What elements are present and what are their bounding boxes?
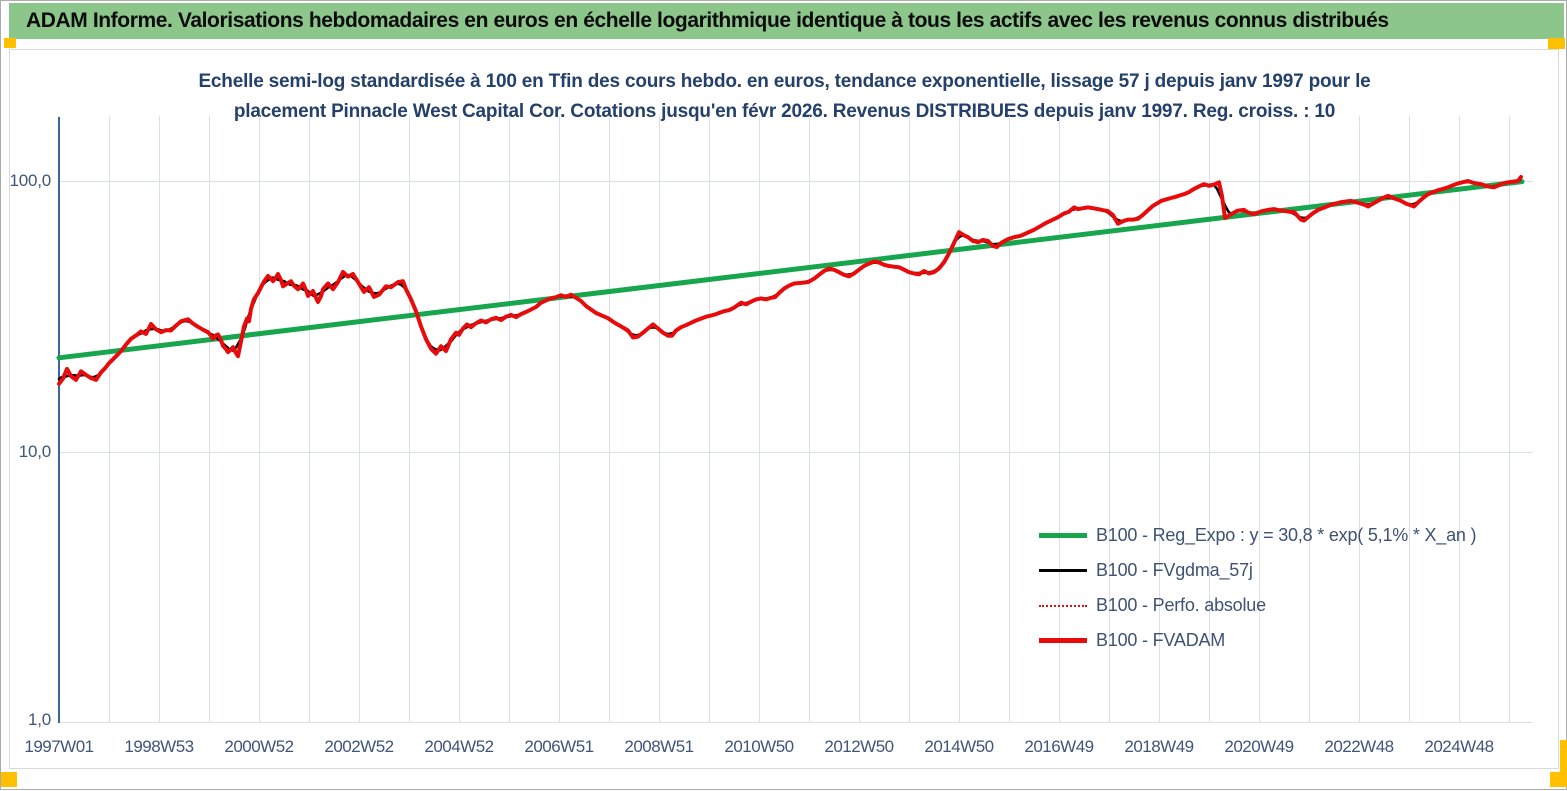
legend-item-perfo-absolue: B100 - Perfo. absolue — [1039, 588, 1476, 623]
legend-swatch-black-line-icon — [1039, 569, 1087, 572]
selection-handle-right-strip — [1560, 740, 1567, 787]
gridline-vertical — [859, 116, 860, 723]
gridline-horizontal — [59, 452, 1533, 453]
y-tick-100: 100,0 — [9, 171, 51, 190]
gridline-vertical — [109, 116, 110, 723]
legend-item-fvadam: B100 - FVADAM — [1039, 623, 1476, 658]
gridline-vertical — [809, 116, 810, 723]
selection-handle-top-left — [4, 38, 16, 48]
x-tick-1: 1998W53 — [124, 737, 194, 756]
x-tick-7: 2010W50 — [724, 737, 794, 756]
y-tick-1: 1,0 — [27, 710, 51, 729]
x-tick-12: 2020W49 — [1224, 737, 1294, 756]
gridline-vertical — [1159, 116, 1160, 723]
x-tick-13: 2022W48 — [1324, 737, 1394, 756]
legend-label-perfo-absolue: B100 - Perfo. absolue — [1096, 595, 1266, 615]
y-tick-10: 10,0 — [18, 442, 51, 461]
gridline-horizontal — [59, 181, 1533, 182]
legend-item-reg-expo: B100 - Reg_Expo : y = 30,8 * exp( 5,1% *… — [1039, 518, 1477, 553]
gridline-vertical — [1209, 116, 1210, 723]
chart-legend: B100 - Reg_Expo : y = 30,8 * exp( 5,1% *… — [1039, 518, 1477, 658]
gridline-vertical — [1009, 116, 1010, 723]
chart-title-line2: placement Pinnacle West Capital Cor. Cot… — [233, 101, 1336, 122]
gridline-vertical — [1309, 116, 1310, 723]
chart-title-line1: Echelle semi-log standardisée à 100 en T… — [198, 71, 1371, 92]
x-tick-9: 2014W50 — [924, 737, 994, 756]
x-tick-10: 2016W49 — [1024, 737, 1094, 756]
gridline-vertical — [1409, 116, 1410, 723]
gridline-vertical — [209, 116, 210, 723]
selection-handle-bottom-right — [1550, 772, 1567, 787]
gridline-vertical — [1109, 116, 1110, 723]
gridline-vertical — [759, 116, 760, 723]
legend-swatch-red-line-icon — [1039, 638, 1087, 643]
x-tick-6: 2008W51 — [624, 737, 694, 756]
gridline-horizontal — [59, 722, 1533, 723]
gridline-vertical — [1359, 116, 1360, 723]
gridline-vertical — [159, 116, 160, 723]
gridline-vertical — [1509, 116, 1510, 723]
legend-swatch-dotted-red-icon — [1039, 604, 1087, 607]
gridline-vertical — [1259, 116, 1260, 723]
legend-item-fvgdma: B100 - FVgdma_57j — [1039, 553, 1476, 588]
legend-label-reg-expo: B100 - Reg_Expo : y = 30,8 * exp( 5,1% *… — [1096, 525, 1477, 545]
x-tick-11: 2018W49 — [1124, 737, 1194, 756]
x-tick-3: 2002W52 — [324, 737, 394, 756]
gridline-vertical — [459, 116, 460, 723]
legend-label-fvgdma: B100 - FVgdma_57j — [1096, 560, 1253, 580]
gridline-vertical — [659, 116, 660, 723]
header-bar: ADAM Informe. Valorisations hebdomadaire… — [9, 3, 1564, 39]
chart-title: Echelle semi-log standardisée à 100 en T… — [61, 67, 1508, 127]
page-title: ADAM Informe. Valorisations hebdomadaire… — [26, 9, 1389, 32]
x-tick-4: 2004W52 — [424, 737, 494, 756]
gridline-vertical — [1459, 116, 1460, 723]
legend-label-fvadam: B100 - FVADAM — [1096, 630, 1226, 650]
gridline-vertical — [509, 116, 510, 723]
gridline-vertical — [409, 116, 410, 723]
y-axis-line — [58, 117, 60, 723]
gridline-vertical — [709, 116, 710, 723]
gridline-vertical — [909, 116, 910, 723]
gridline-vertical — [259, 116, 260, 723]
x-tick-5: 2006W51 — [524, 737, 594, 756]
x-tick-0: 1997W01 — [24, 737, 94, 756]
gridline-vertical — [309, 116, 310, 723]
x-tick-14: 2024W48 — [1424, 737, 1494, 756]
x-tick-8: 2012W50 — [824, 737, 894, 756]
chart-area — [9, 49, 1559, 769]
gridline-vertical — [359, 116, 360, 723]
selection-handle-top-right — [1548, 38, 1565, 49]
gridline-vertical — [1059, 116, 1060, 723]
gridline-vertical — [609, 116, 610, 723]
gridline-vertical — [959, 116, 960, 723]
gridline-vertical — [559, 116, 560, 723]
x-tick-2: 2000W52 — [224, 737, 294, 756]
selection-handle-bottom-left — [1, 772, 17, 787]
legend-swatch-trend-green-icon — [1039, 533, 1087, 538]
